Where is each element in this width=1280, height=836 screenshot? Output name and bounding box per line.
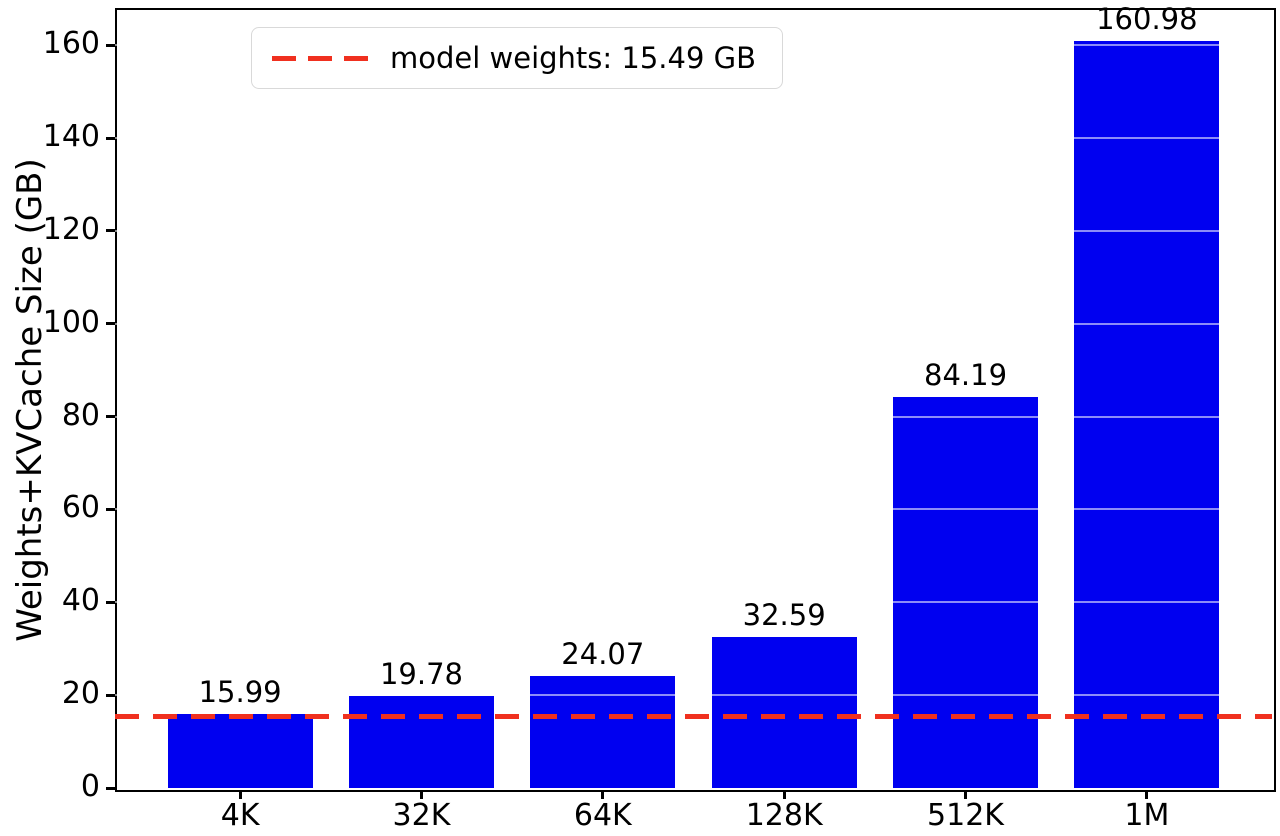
y-tick-mark <box>106 600 115 604</box>
y-tick-mark <box>106 415 115 419</box>
x-tick-mark <box>1145 790 1149 799</box>
x-tick-label: 64K <box>573 798 632 833</box>
gridline <box>115 601 1272 604</box>
y-tick-label: 0 <box>80 769 100 804</box>
gridline <box>115 415 1272 418</box>
y-tick-mark <box>106 507 115 511</box>
y-tick-label: 140 <box>42 119 100 154</box>
gridline <box>115 137 1272 139</box>
gridline <box>115 508 1272 511</box>
x-tick-label: 4K <box>220 798 260 833</box>
y-tick-label: 20 <box>61 676 100 712</box>
y-tick-label: 160 <box>42 26 100 62</box>
bar <box>530 676 676 788</box>
x-tick-label: 32K <box>392 798 451 833</box>
bar <box>348 696 495 788</box>
bar-value-label: 84.19 <box>924 358 1008 393</box>
gridline <box>115 694 1272 697</box>
bar <box>1074 40 1220 788</box>
y-tick-mark <box>106 786 115 790</box>
bar <box>892 397 1039 788</box>
x-tick-mark <box>238 790 242 799</box>
x-tick-mark <box>964 790 968 799</box>
bar <box>711 636 857 788</box>
gridline <box>115 229 1272 232</box>
y-tick-mark <box>106 43 115 47</box>
x-tick-mark <box>601 790 605 799</box>
y-tick-mark <box>106 229 115 233</box>
bar <box>167 713 313 788</box>
bar-value-label: 15.99 <box>198 674 282 709</box>
y-tick-label: 60 <box>61 490 100 526</box>
x-tick-label: 512K <box>927 798 1004 833</box>
x-tick-mark <box>782 790 786 799</box>
bar-value-label: 19.78 <box>379 657 463 692</box>
bar-value-label: 160.98 <box>1096 1 1198 36</box>
y-tick-mark <box>106 136 115 140</box>
bar-value-label: 32.59 <box>742 597 826 632</box>
legend: model weights: 15.49 GB <box>251 27 783 89</box>
x-tick-label: 128K <box>745 798 823 833</box>
y-tick-mark <box>106 693 115 697</box>
y-tick-label: 80 <box>61 397 100 433</box>
x-tick-mark <box>419 790 423 799</box>
x-tick-label: 1M <box>1124 798 1170 833</box>
legend-dashed-line-icon <box>272 55 368 61</box>
y-tick-mark <box>106 322 115 326</box>
y-tick-label: 40 <box>61 583 100 619</box>
bar-value-label: 24.07 <box>561 637 645 672</box>
y-tick-label: 100 <box>42 304 100 340</box>
gridline <box>115 322 1272 325</box>
model-weights-reference-line <box>115 713 1272 719</box>
legend-label: model weights: 15.49 GB <box>390 41 756 75</box>
y-tick-label: 120 <box>42 211 100 247</box>
